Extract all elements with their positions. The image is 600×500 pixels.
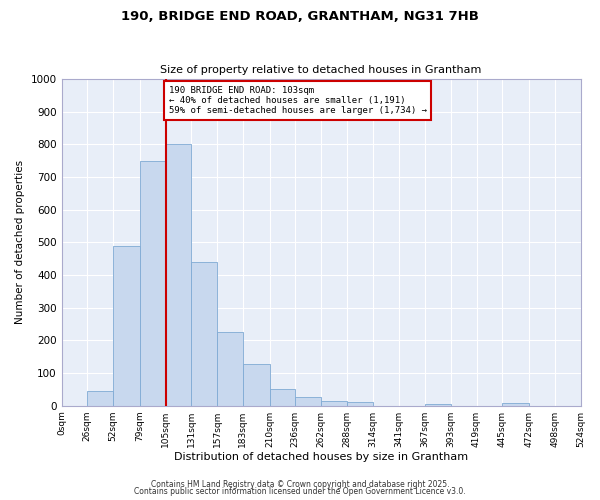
Bar <box>321 401 347 406</box>
Bar <box>140 160 166 406</box>
Bar <box>217 332 243 406</box>
Bar <box>269 388 295 406</box>
Bar <box>425 404 451 406</box>
Bar <box>502 404 529 406</box>
Bar <box>243 364 269 406</box>
Bar <box>87 391 113 406</box>
Bar <box>347 402 373 406</box>
X-axis label: Distribution of detached houses by size in Grantham: Distribution of detached houses by size … <box>174 452 468 462</box>
Y-axis label: Number of detached properties: Number of detached properties <box>15 160 25 324</box>
Text: Contains HM Land Registry data © Crown copyright and database right 2025.: Contains HM Land Registry data © Crown c… <box>151 480 449 489</box>
Bar <box>295 396 321 406</box>
Text: 190 BRIDGE END ROAD: 103sqm
← 40% of detached houses are smaller (1,191)
59% of : 190 BRIDGE END ROAD: 103sqm ← 40% of det… <box>169 86 427 116</box>
Bar <box>113 246 140 406</box>
Bar <box>191 262 217 406</box>
Text: Contains public sector information licensed under the Open Government Licence v3: Contains public sector information licen… <box>134 487 466 496</box>
Bar <box>166 144 191 406</box>
Title: Size of property relative to detached houses in Grantham: Size of property relative to detached ho… <box>160 66 482 76</box>
Text: 190, BRIDGE END ROAD, GRANTHAM, NG31 7HB: 190, BRIDGE END ROAD, GRANTHAM, NG31 7HB <box>121 10 479 23</box>
